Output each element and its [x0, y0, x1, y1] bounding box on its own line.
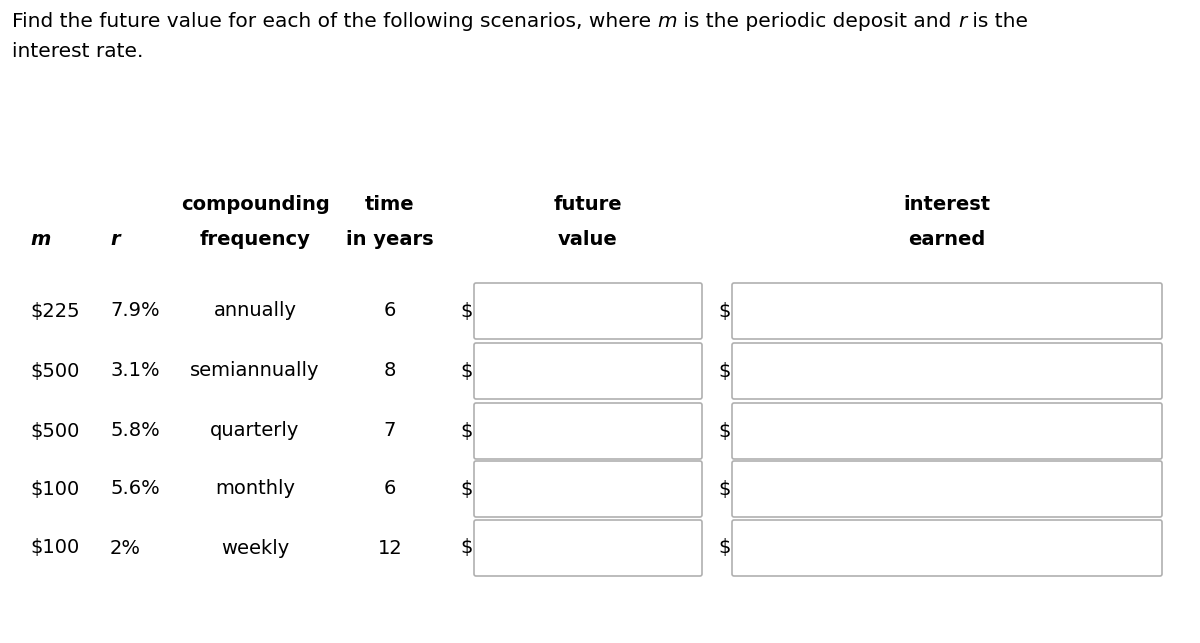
- FancyBboxPatch shape: [474, 520, 702, 576]
- Text: 5.8%: 5.8%: [110, 422, 160, 440]
- Text: semiannually: semiannually: [191, 361, 319, 381]
- Text: 7: 7: [384, 422, 396, 440]
- FancyBboxPatch shape: [732, 520, 1162, 576]
- Text: annually: annually: [214, 302, 296, 320]
- Text: 6: 6: [384, 302, 396, 320]
- Text: value: value: [558, 230, 618, 249]
- Text: interest: interest: [904, 195, 990, 214]
- Text: time: time: [365, 195, 415, 214]
- Text: is the: is the: [966, 12, 1028, 31]
- Text: 2%: 2%: [110, 538, 142, 557]
- Text: $: $: [460, 422, 473, 440]
- FancyBboxPatch shape: [732, 461, 1162, 517]
- Text: future: future: [553, 195, 623, 214]
- Text: $: $: [718, 361, 731, 381]
- Text: m: m: [30, 230, 50, 249]
- Text: $: $: [718, 480, 731, 498]
- Text: $: $: [460, 302, 473, 320]
- Text: frequency: frequency: [199, 230, 311, 249]
- FancyBboxPatch shape: [732, 283, 1162, 339]
- Text: 6: 6: [384, 480, 396, 498]
- Text: r: r: [110, 230, 120, 249]
- Text: m: m: [658, 12, 677, 31]
- Text: $225: $225: [30, 302, 79, 320]
- Text: 8: 8: [384, 361, 396, 381]
- FancyBboxPatch shape: [732, 403, 1162, 459]
- FancyBboxPatch shape: [474, 343, 702, 399]
- Text: monthly: monthly: [215, 480, 295, 498]
- Text: $500: $500: [30, 422, 79, 440]
- Text: weekly: weekly: [221, 538, 289, 557]
- Text: Find the future value for each of the following scenarios, where: Find the future value for each of the fo…: [12, 12, 658, 31]
- Text: is the periodic deposit and: is the periodic deposit and: [677, 12, 958, 31]
- Text: 12: 12: [378, 538, 402, 557]
- Text: $: $: [718, 422, 731, 440]
- Text: $100: $100: [30, 538, 79, 557]
- FancyBboxPatch shape: [474, 461, 702, 517]
- Text: quarterly: quarterly: [210, 422, 300, 440]
- Text: interest rate.: interest rate.: [12, 42, 143, 61]
- Text: earned: earned: [908, 230, 985, 249]
- Text: compounding: compounding: [181, 195, 329, 214]
- Text: $: $: [460, 538, 473, 557]
- Text: $: $: [460, 480, 473, 498]
- Text: $: $: [460, 361, 473, 381]
- Text: 5.6%: 5.6%: [110, 480, 160, 498]
- Text: $100: $100: [30, 480, 79, 498]
- Text: $: $: [718, 538, 731, 557]
- Text: $: $: [718, 302, 731, 320]
- FancyBboxPatch shape: [474, 283, 702, 339]
- FancyBboxPatch shape: [474, 403, 702, 459]
- Text: 7.9%: 7.9%: [110, 302, 160, 320]
- Text: in years: in years: [346, 230, 434, 249]
- Text: $500: $500: [30, 361, 79, 381]
- Text: r: r: [958, 12, 966, 31]
- Text: 3.1%: 3.1%: [110, 361, 160, 381]
- FancyBboxPatch shape: [732, 343, 1162, 399]
